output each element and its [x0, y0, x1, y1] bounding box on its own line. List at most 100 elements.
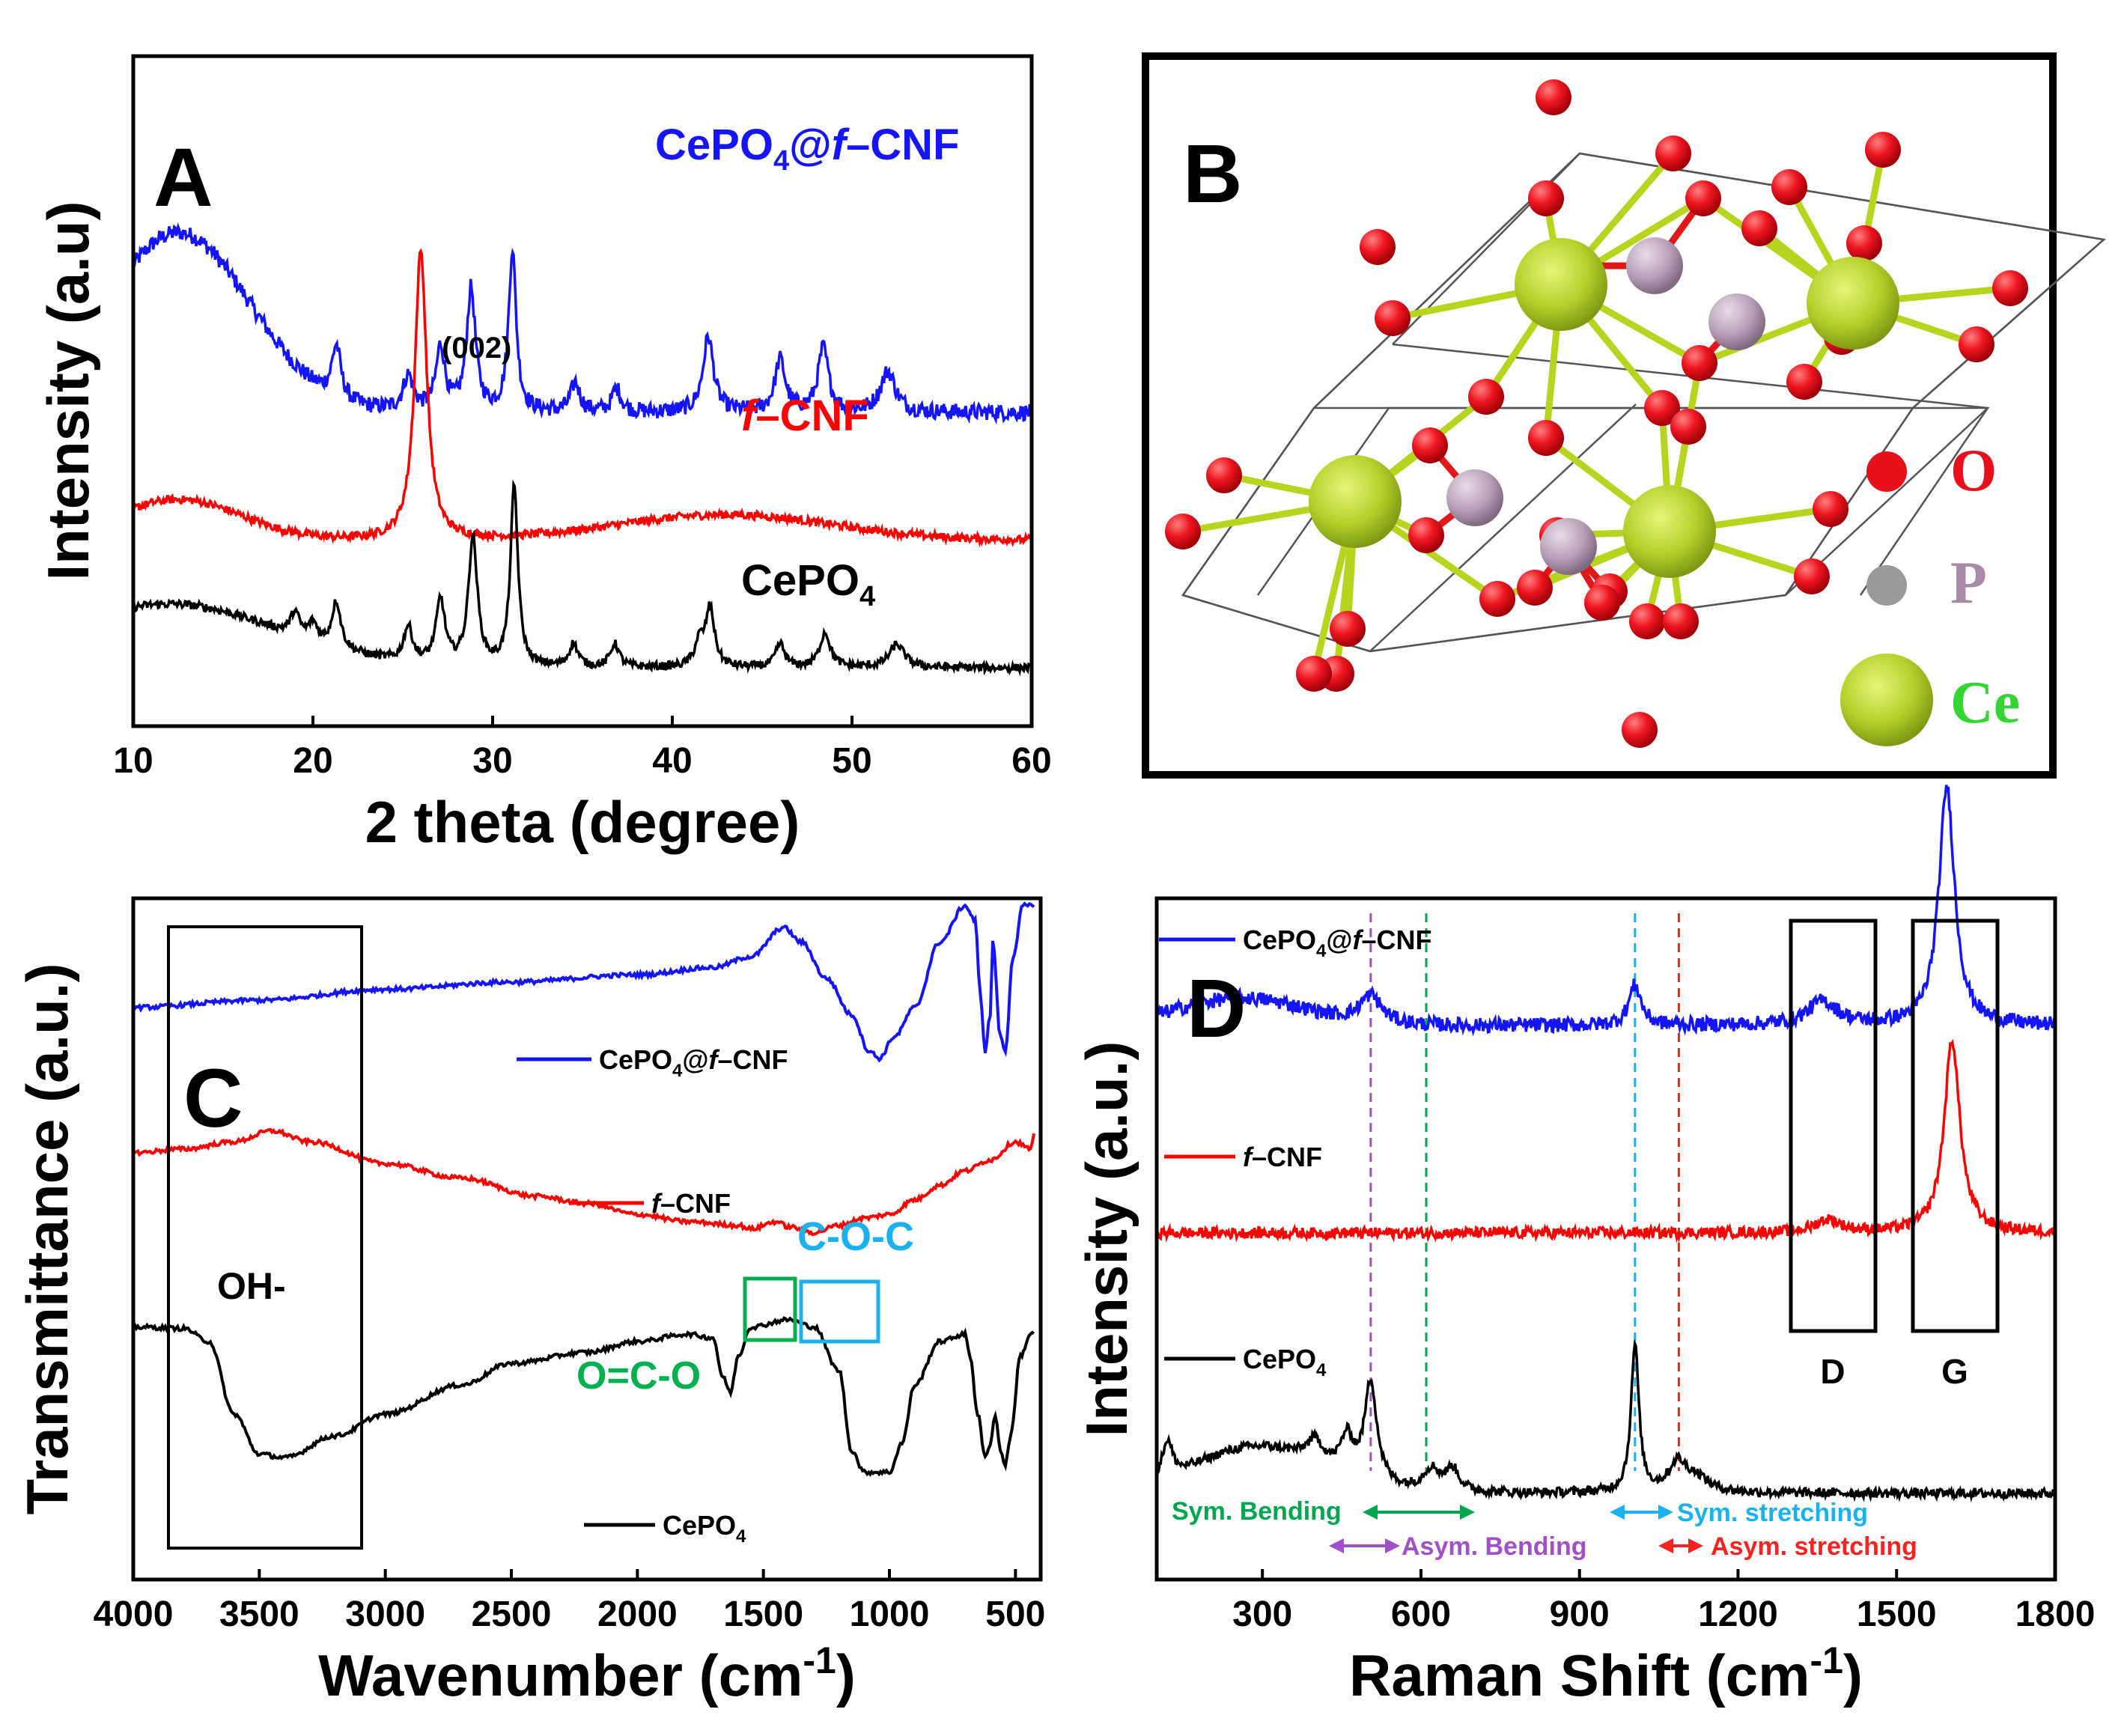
arrow-asym-stretching-icon — [1658, 1538, 1703, 1553]
cerium-atom — [1515, 238, 1607, 331]
x-tick-label: 1800 — [2015, 1595, 2096, 1634]
oxygen-atom — [1813, 491, 1848, 527]
panel-d-g-band-box — [1911, 919, 2000, 1333]
legend-text-fcnf: f–CNF — [1243, 1142, 1322, 1172]
oxygen-atom — [1959, 326, 1994, 362]
panel-c-oco-region-box — [743, 1276, 797, 1342]
x-tick-label: 1000 — [850, 1595, 930, 1634]
x-tick-label: 900 — [1550, 1595, 1610, 1634]
phosphorus-atom — [1540, 518, 1597, 575]
panel-a-frame — [131, 54, 1034, 728]
oxygen-atom — [1663, 603, 1699, 639]
panel-d-legend-cepo4: CePO4 — [1164, 1344, 1327, 1380]
panel-d-legend-fcnf: f–CNF — [1164, 1142, 1322, 1172]
panel-d-d-band-box — [1789, 919, 1878, 1333]
oxygen-atom — [1330, 611, 1366, 647]
phosphorus-atom — [1626, 237, 1683, 294]
panel-a-curves — [132, 222, 1033, 677]
annotation-sym-bending: Sym. Bending — [1172, 1497, 1342, 1526]
oxygen-atom — [1206, 457, 1242, 493]
oxygen-atom — [1584, 585, 1620, 621]
oxygen-atom — [1622, 712, 1658, 748]
oxygen-atom — [1655, 135, 1691, 171]
x-tick-label: 1500 — [1857, 1595, 1937, 1634]
oxygen-atom — [1685, 180, 1721, 216]
oxygen-atom — [1741, 210, 1777, 246]
oxygen-atom — [1479, 581, 1515, 617]
cerium-atom — [1309, 455, 1402, 548]
panel-a-peak-002-label: (002) — [442, 332, 511, 365]
x-tick-label: 3000 — [345, 1595, 425, 1634]
legend-ce-label: Ce — [1950, 670, 2020, 736]
legend-o-label: O — [1950, 438, 1997, 504]
oxygen-atom — [1408, 517, 1444, 553]
panel-a-ylabel: Intensity (a.u) — [35, 201, 101, 580]
annotation-sym-stretching: Sym. stretching — [1677, 1499, 1868, 1527]
panel-d-frame — [1154, 896, 2057, 1582]
phosphorus-atom — [1708, 293, 1765, 350]
arrow-sym-bending-icon — [1363, 1505, 1475, 1520]
oxygen-atom — [1536, 79, 1571, 115]
oxygen-atom — [1629, 603, 1665, 639]
panel-d-xlabel: Raman Shift (cm-1) — [1349, 1639, 1863, 1708]
panel-d-letter: D — [1187, 963, 1246, 1055]
panel-a-letter: A — [153, 132, 213, 224]
ftir-series-2 — [132, 1316, 1035, 1477]
panel-d-reference-lines — [1369, 913, 1680, 1471]
oxygen-atom — [1468, 379, 1504, 415]
panel-a-label-fcnf: f–CNF — [741, 392, 869, 440]
x-tick-label: 10 — [113, 741, 153, 781]
panel-c-legend-fcnf: f–CNF — [569, 1188, 731, 1219]
legend-text-composite: CePO4@f–CNF — [599, 1044, 788, 1081]
panel-c-ftir: C 4000 3500 3000 2500 2000 1500 1000 500 Wavenu… — [14, 896, 1045, 1708]
x-tick-label: 1500 — [723, 1595, 803, 1634]
raman-series-2 — [1155, 1338, 2057, 1503]
x-tick-label: 30 — [472, 741, 512, 781]
oxygen-atom — [1670, 409, 1706, 445]
oxygen-atom — [1165, 514, 1201, 549]
legend-text-composite: CePO4@f–CNF — [1243, 925, 1432, 961]
oxygen-atom — [1517, 570, 1553, 606]
legend-text-cepo4: CePO4 — [1243, 1344, 1327, 1380]
panel-c-frame — [131, 896, 1043, 1582]
x-tick-label: 4000 — [94, 1595, 174, 1634]
panel-d-d-band-label: D — [1820, 1352, 1845, 1391]
x-tick-label: 3500 — [219, 1595, 299, 1634]
panel-a-label-composite: CePO4@f–CNF — [655, 121, 959, 177]
arrow-sym-stretching-icon — [1610, 1505, 1673, 1520]
panel-c-xlabel: Wavenumber (cm-1) — [318, 1639, 856, 1708]
legend-text-fcnf: f–CNF — [651, 1188, 731, 1219]
x-tick-label: 1200 — [1698, 1595, 1778, 1634]
panel-a-xrd: A 10 20 30 40 50 60 2 theta (degree) Intensit… — [35, 54, 1052, 855]
oxygen-atom — [1865, 132, 1901, 168]
panel-d-curves — [1155, 785, 2057, 1503]
legend-p-atom-icon — [1866, 565, 1907, 606]
panel-c-legend-composite: CePO4@f–CNF — [517, 1044, 788, 1081]
x-tick-label: 60 — [1011, 741, 1051, 781]
panel-c-legend-cepo4: CePO4 — [584, 1510, 746, 1547]
ftir-series-0 — [132, 901, 1035, 1063]
unit-cell-outline — [1181, 152, 2106, 653]
oxygen-atom — [1846, 225, 1882, 261]
legend-o-atom-icon — [1866, 451, 1907, 492]
panel-d-g-band-label: G — [1941, 1352, 1968, 1391]
oxygen-atom — [1528, 420, 1564, 456]
oxygen-atom — [1375, 300, 1411, 336]
legend-ce-atom-icon — [1840, 654, 1933, 746]
panel-b-legend: O P Ce — [1840, 438, 2020, 746]
panel-d-legend-composite: CePO4@f–CNF — [1159, 925, 1432, 961]
oxygen-atom — [1786, 364, 1822, 400]
panel-c-oh-region-box — [167, 925, 363, 1550]
panel-a-xlabel: 2 theta (degree) — [365, 789, 800, 855]
panel-d-raman: D 300 600 900 1200 1500 1800 Raman Shift (cm-… — [1074, 785, 2096, 1708]
panel-b-letter: B — [1183, 128, 1242, 220]
panel-d-ylabel: Intensity (a.u.) — [1074, 1041, 1139, 1437]
x-tick-label: 500 — [985, 1595, 1045, 1634]
panel-b-crystal-structure: B O P Ce — [1142, 52, 2106, 779]
raman-series-0 — [1155, 785, 2057, 1037]
xrd-series-1 — [132, 248, 1033, 548]
panel-a-x-ticks: 10 20 30 40 50 60 — [113, 716, 1052, 781]
x-tick-label: 50 — [832, 741, 871, 781]
panel-a-label-cepo4: CePO4 — [741, 556, 875, 612]
